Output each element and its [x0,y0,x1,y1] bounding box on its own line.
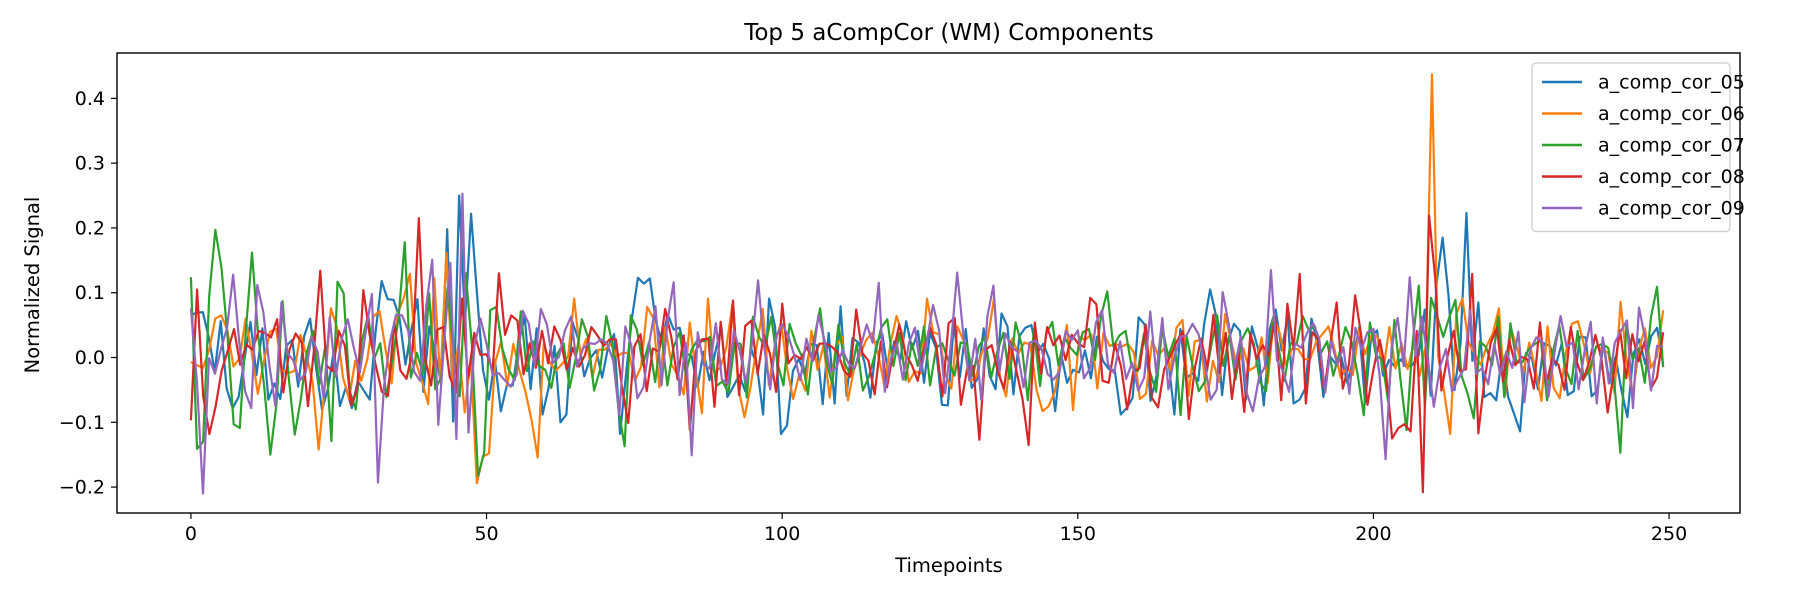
series-line-a_comp_cor_09 [189,192,1664,495]
y-tick-label: 0.4 [75,88,105,110]
plot-area [189,73,1665,495]
legend-label-a_comp_cor_09: a_comp_cor_09 [1598,198,1745,220]
series-line-a_comp_cor_06 [190,73,1665,485]
x-tick-label: 150 [1060,523,1096,545]
legend-label-a_comp_cor_06: a_comp_cor_06 [1598,103,1745,125]
legend-box [1531,62,1731,233]
legend-label-a_comp_cor_08: a_comp_cor_08 [1598,166,1745,188]
axes: 0 50 100 150 200 250 −0.2 −0.1 0.0 0.1 0.2 0.3 0.4 [59,52,1741,545]
x-tick-label: 200 [1355,523,1391,545]
legend-label-a_comp_cor_07: a_comp_cor_07 [1598,135,1745,157]
y-tick-label: 0.1 [75,282,105,304]
x-tick-label: 50 [474,523,498,545]
y-tick-label: 0.3 [75,153,105,175]
y-tick-label: −0.1 [59,412,105,434]
chart-title: Top 5 aCompCor (WM) Components [743,20,1154,46]
x-tick-label: 0 [185,523,197,545]
legend: a_comp_cor_05 a_comp_cor_06 a_comp_cor_07a… [1531,62,1745,233]
y-tick-label: 0.0 [75,347,105,369]
y-tick-label: −0.2 [59,477,105,499]
x-axis-title: Timepoints [894,554,1003,577]
x-tick-label: 250 [1651,523,1687,545]
axes-frame [116,52,1741,514]
legend-label-a_comp_cor_05: a_comp_cor_05 [1598,72,1745,94]
y-tick-label: 0.2 [75,217,105,239]
x-tick-label: 100 [764,523,800,545]
series-lines [189,73,1665,495]
y-axis-title: Normalized Signal [21,197,44,374]
